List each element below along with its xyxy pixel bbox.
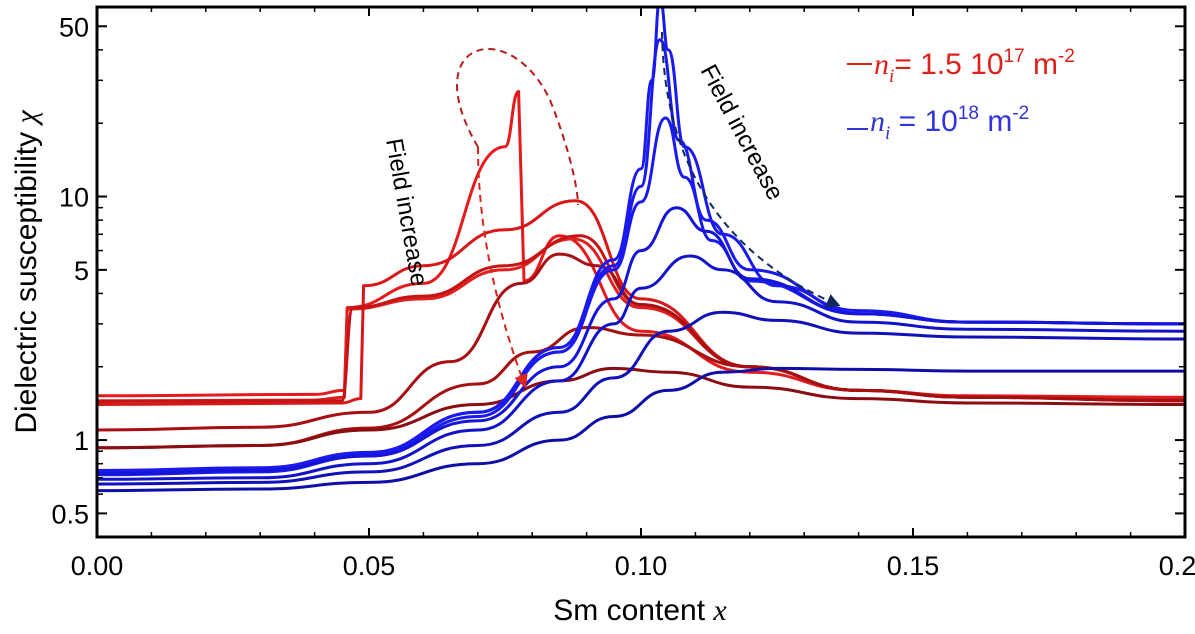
series-line-blue-13 xyxy=(97,366,1185,493)
x-tick-label: 0.10 xyxy=(615,551,668,581)
series-line-blue-12 xyxy=(97,310,1185,486)
red-loop-arrow xyxy=(456,48,579,206)
y-tick-label: 0.5 xyxy=(51,499,89,529)
series-line-red-1 xyxy=(97,237,1185,403)
x-tick-label: 0.05 xyxy=(343,551,396,581)
y-tick-label: 1 xyxy=(74,426,89,456)
series-line-red-6 xyxy=(97,366,1185,450)
legend-entry-blue: ni = 1018 m-2 xyxy=(870,103,1029,144)
x-axis-ticks: 0.00 0.05 0.10 0.15 0.20 xyxy=(71,7,1195,581)
x-tick-label: 0.20 xyxy=(1159,551,1195,581)
y-axis-label: Dielectric susceptibility χ xyxy=(10,110,43,434)
series-line-blue-9 xyxy=(97,116,1185,472)
annotation-red-field-increase: Field increase xyxy=(380,136,433,288)
series-line-blue-10 xyxy=(97,206,1185,475)
red-field-arrow xyxy=(477,146,528,389)
legend: ni= 1.5 1017 m-2 ni = 1018 m-2 xyxy=(847,46,1075,144)
plot-frame xyxy=(95,5,1187,539)
series-line-red-3 xyxy=(97,234,1185,403)
x-tick-label: 0.15 xyxy=(887,551,940,581)
navy-field-arrow xyxy=(661,31,841,307)
series-line-red-5 xyxy=(97,326,1185,450)
series-layer xyxy=(97,7,1185,493)
x-tick-label: 0.00 xyxy=(71,551,124,581)
series-line-red-0 xyxy=(97,90,1185,399)
annotation-blue-field-increase: Field increase xyxy=(695,60,789,205)
y-tick-label: 10 xyxy=(59,183,89,213)
y-axis-ticks: 0.5 1 5 10 50 xyxy=(51,12,1185,529)
y-tick-label: 5 xyxy=(74,256,89,286)
legend-entry-red: ni= 1.5 1017 m-2 xyxy=(874,46,1075,87)
series-line-red-2 xyxy=(97,199,1185,406)
x-axis-label: Sm content x xyxy=(553,594,727,627)
y-tick-label: 50 xyxy=(59,12,89,42)
series-line-blue-11 xyxy=(97,254,1185,481)
